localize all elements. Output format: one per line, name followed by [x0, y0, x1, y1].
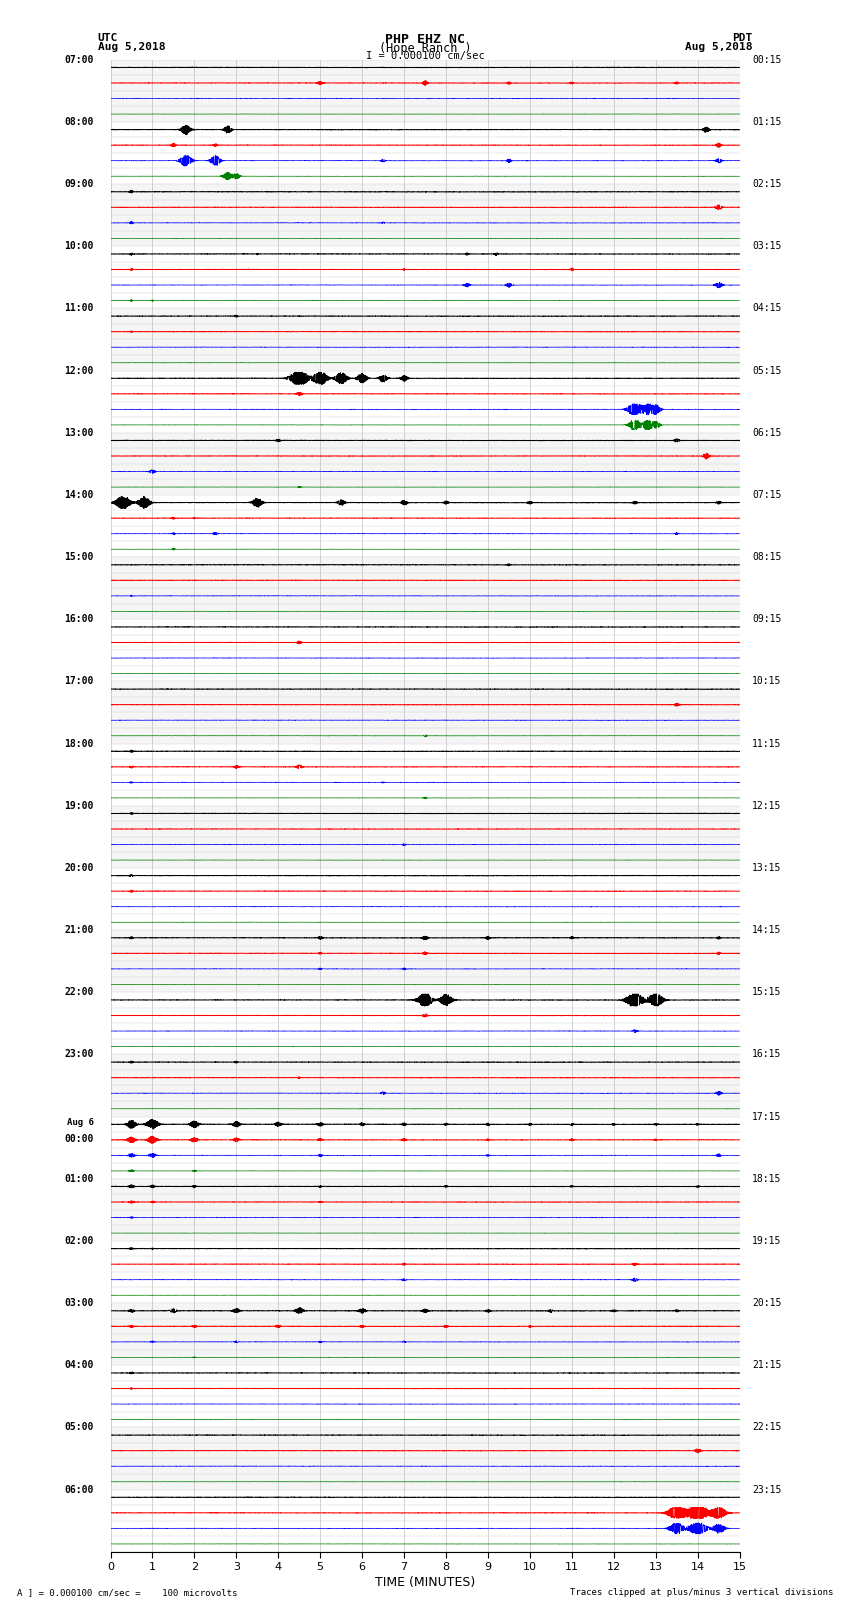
- Text: 12:15: 12:15: [752, 800, 781, 811]
- Text: 09:15: 09:15: [752, 615, 781, 624]
- Text: 12:00: 12:00: [65, 366, 94, 376]
- Bar: [110, 744, 740, 806]
- Text: 13:00: 13:00: [65, 427, 94, 437]
- Text: Aug 5,2018: Aug 5,2018: [685, 42, 752, 52]
- Text: 18:00: 18:00: [65, 739, 94, 748]
- Bar: [110, 308, 740, 371]
- Text: 21:00: 21:00: [65, 924, 94, 936]
- Text: 14:15: 14:15: [752, 924, 781, 936]
- Text: 00:00: 00:00: [65, 1134, 94, 1144]
- Bar: [110, 1179, 740, 1240]
- Text: 04:15: 04:15: [752, 303, 781, 313]
- Text: 08:15: 08:15: [752, 552, 781, 561]
- Bar: [110, 1303, 740, 1365]
- Bar: [110, 992, 740, 1055]
- Text: UTC: UTC: [98, 32, 118, 44]
- Text: 23:00: 23:00: [65, 1050, 94, 1060]
- Bar: [110, 123, 740, 184]
- Bar: [110, 371, 740, 432]
- Bar: [110, 1489, 740, 1552]
- Bar: [110, 931, 740, 992]
- Text: 03:15: 03:15: [752, 242, 781, 252]
- Bar: [110, 495, 740, 556]
- Text: 20:00: 20:00: [65, 863, 94, 873]
- Bar: [110, 806, 740, 868]
- Text: 07:15: 07:15: [752, 490, 781, 500]
- Text: 14:00: 14:00: [65, 490, 94, 500]
- Text: 03:00: 03:00: [65, 1298, 94, 1308]
- Text: Traces clipped at plus/minus 3 vertical divisions: Traces clipped at plus/minus 3 vertical …: [570, 1587, 833, 1597]
- X-axis label: TIME (MINUTES): TIME (MINUTES): [375, 1576, 475, 1589]
- Text: 11:00: 11:00: [65, 303, 94, 313]
- Text: 18:15: 18:15: [752, 1174, 781, 1184]
- Text: 05:00: 05:00: [65, 1423, 94, 1432]
- Text: 21:15: 21:15: [752, 1360, 781, 1369]
- Bar: [110, 556, 740, 619]
- Text: 06:15: 06:15: [752, 427, 781, 437]
- Bar: [110, 619, 740, 681]
- Text: Aug 5,2018: Aug 5,2018: [98, 42, 165, 52]
- Bar: [110, 184, 740, 247]
- Text: 01:00: 01:00: [65, 1174, 94, 1184]
- Text: Aug 6: Aug 6: [67, 1118, 94, 1127]
- Text: 20:15: 20:15: [752, 1298, 781, 1308]
- Text: 11:15: 11:15: [752, 739, 781, 748]
- Text: A ] = 0.000100 cm/sec =    100 microvolts: A ] = 0.000100 cm/sec = 100 microvolts: [17, 1587, 237, 1597]
- Bar: [110, 432, 740, 495]
- Text: 01:15: 01:15: [752, 116, 781, 127]
- Text: 00:15: 00:15: [752, 55, 781, 65]
- Text: 13:15: 13:15: [752, 863, 781, 873]
- Text: 17:00: 17:00: [65, 676, 94, 687]
- Text: 16:15: 16:15: [752, 1050, 781, 1060]
- Text: 22:15: 22:15: [752, 1423, 781, 1432]
- Text: 23:15: 23:15: [752, 1484, 781, 1495]
- Bar: [110, 681, 740, 744]
- Text: 08:00: 08:00: [65, 116, 94, 127]
- Text: 04:00: 04:00: [65, 1360, 94, 1369]
- Text: PDT: PDT: [732, 32, 752, 44]
- Bar: [110, 1055, 740, 1116]
- Text: 07:00: 07:00: [65, 55, 94, 65]
- Text: 10:15: 10:15: [752, 676, 781, 687]
- Text: 16:00: 16:00: [65, 615, 94, 624]
- Text: 06:00: 06:00: [65, 1484, 94, 1495]
- Bar: [110, 1240, 740, 1303]
- Text: 02:15: 02:15: [752, 179, 781, 189]
- Bar: [110, 60, 740, 123]
- Text: PHP EHZ NC: PHP EHZ NC: [385, 32, 465, 47]
- Bar: [110, 1116, 740, 1179]
- Text: 19:00: 19:00: [65, 800, 94, 811]
- Text: 17:15: 17:15: [752, 1111, 781, 1121]
- Text: 09:00: 09:00: [65, 179, 94, 189]
- Bar: [110, 868, 740, 931]
- Text: 19:15: 19:15: [752, 1236, 781, 1245]
- Text: 10:00: 10:00: [65, 242, 94, 252]
- Text: 15:15: 15:15: [752, 987, 781, 997]
- Bar: [110, 247, 740, 308]
- Text: 15:00: 15:00: [65, 552, 94, 561]
- Bar: [110, 1365, 740, 1428]
- Text: 02:00: 02:00: [65, 1236, 94, 1245]
- Bar: [110, 1428, 740, 1489]
- Text: I = 0.000100 cm/sec: I = 0.000100 cm/sec: [366, 50, 484, 61]
- Text: 05:15: 05:15: [752, 366, 781, 376]
- Text: (Hope Ranch ): (Hope Ranch ): [379, 42, 471, 55]
- Text: 22:00: 22:00: [65, 987, 94, 997]
